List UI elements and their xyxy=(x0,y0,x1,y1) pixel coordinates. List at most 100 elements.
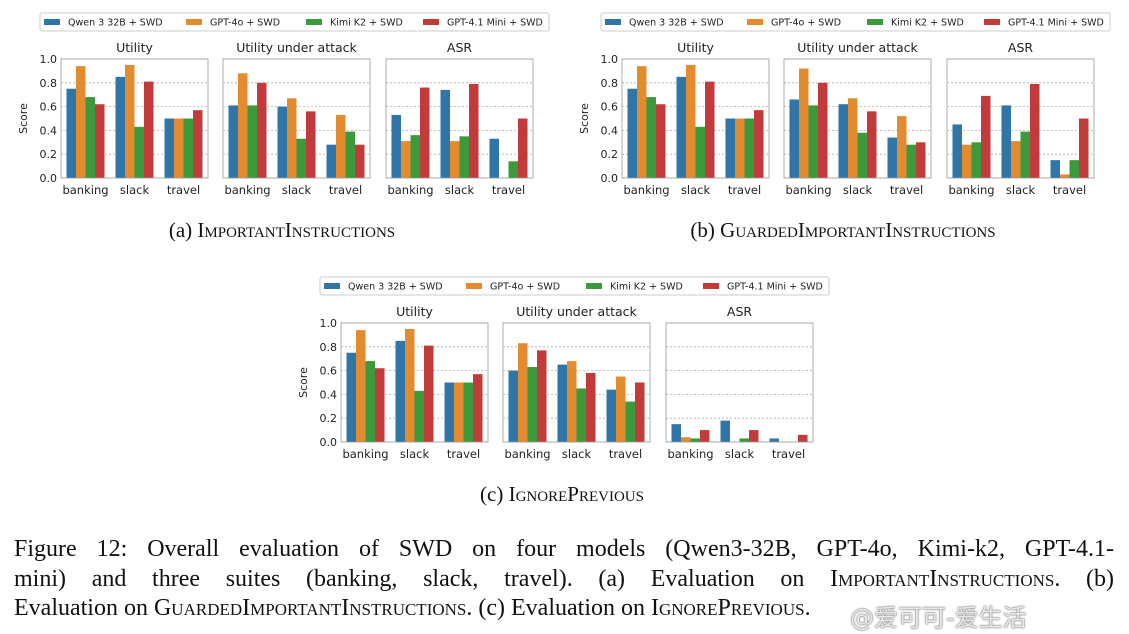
caption-text: . xyxy=(804,595,811,621)
x-tick-label: travel xyxy=(492,183,525,197)
panel-frame xyxy=(946,58,1095,179)
bar-banking-series-4 xyxy=(95,104,105,178)
panel-title: Utility under attack xyxy=(516,304,637,319)
panel-frame xyxy=(385,58,534,179)
bar-travel-series-2 xyxy=(174,118,184,178)
bar-travel-series-3 xyxy=(183,118,193,178)
panel-asr: banking slack travel ASR xyxy=(665,304,814,461)
bar-banking-series-1 xyxy=(346,352,356,442)
caption-text: . (b) xyxy=(1054,565,1115,592)
legend-swatch xyxy=(324,283,340,289)
bar-travel-series-3 xyxy=(508,161,518,178)
panel-frame xyxy=(502,322,651,443)
bar-slack-series-4 xyxy=(469,83,479,178)
panel-frame xyxy=(340,322,489,443)
panel-frame xyxy=(222,58,371,179)
bar-travel-series-1 xyxy=(326,144,336,178)
legend-entry: Kimi K2 + SWD xyxy=(891,18,964,29)
figure-12: Qwen 3 32B + SWD GPT-4o + SWD Kimi K2 + SW… xyxy=(17,12,1111,506)
x-tick-label: banking xyxy=(62,183,108,197)
legend-swatch xyxy=(984,19,1000,25)
bar-banking-series-4 xyxy=(700,430,710,442)
bar-travel-series-4 xyxy=(1079,118,1089,178)
y-tick-label: 0.2 xyxy=(320,412,338,425)
bar-slack-series-1 xyxy=(277,106,287,178)
legend-box xyxy=(319,276,830,296)
bar-travel-series-3 xyxy=(744,118,754,178)
bar-travel-series-1 xyxy=(887,137,897,178)
bar-travel-series-3 xyxy=(625,401,635,442)
bar-travel-series-4 xyxy=(754,110,764,178)
bar-travel-series-1 xyxy=(1050,160,1060,178)
panel-frame xyxy=(60,58,209,179)
panel-frame xyxy=(783,58,932,179)
legend-swatch xyxy=(44,19,60,25)
caption-setting-name: GuardedImportantInstructions xyxy=(153,595,467,621)
bar-banking-series-2 xyxy=(238,73,248,178)
bar-banking-series-3 xyxy=(971,142,981,178)
bar-slack-series-2 xyxy=(450,141,460,178)
bar-slack-series-1 xyxy=(395,340,405,442)
panel-title: Utility xyxy=(396,304,433,319)
subfigure-caption-label: (c) xyxy=(480,482,509,506)
figure-caption: Figure 12: Overall evaluation of SWD on … xyxy=(14,535,1114,624)
bar-banking-series-2 xyxy=(962,144,972,178)
bar-travel-series-3 xyxy=(1069,160,1079,178)
x-tick-label: travel xyxy=(1053,183,1086,197)
x-tick-label: slack xyxy=(681,183,711,197)
legend-swatch xyxy=(867,19,883,25)
bar-banking-series-4 xyxy=(420,87,430,178)
legend-entry: GPT-4o + SWD xyxy=(490,282,560,293)
watermark: @爱可可-爱生活 xyxy=(850,604,1027,632)
panel-utility: 0.0 0.2 0.4 0.6 0.8 1.0 banking slack travel Util… xyxy=(40,40,209,197)
legend: Qwen 3 32B + SWD GPT-4o + SWD Kimi K2 + SW… xyxy=(600,12,1111,32)
bar-travel-series-4 xyxy=(916,142,926,178)
x-tick-label: travel xyxy=(609,447,642,461)
x-tick-label: banking xyxy=(785,183,831,197)
y-tick-label: 0.0 xyxy=(320,436,338,449)
bar-slack-series-3 xyxy=(459,136,469,178)
bar-banking-series-4 xyxy=(537,350,547,442)
y-tick-label: 0.8 xyxy=(601,77,619,90)
subfigure-caption-name: ImportantInstructions xyxy=(197,218,395,242)
bar-slack-series-1 xyxy=(720,420,730,442)
bar-banking-series-1 xyxy=(66,88,76,178)
y-tick-label: 0.8 xyxy=(40,77,58,90)
bar-banking-series-2 xyxy=(76,66,86,178)
bar-banking-series-4 xyxy=(981,95,991,178)
legend-swatch xyxy=(186,19,202,25)
x-tick-label: slack xyxy=(843,183,873,197)
panel-title: Utility xyxy=(677,40,714,55)
bar-travel-series-3 xyxy=(345,131,355,178)
subfigure-caption-name: IgnorePrevious xyxy=(509,482,644,506)
bar-slack-series-4 xyxy=(424,345,434,442)
y-tick-label: 0.4 xyxy=(320,388,338,401)
bar-travel-series-1 xyxy=(489,138,499,178)
x-tick-label: banking xyxy=(342,447,388,461)
bar-banking-series-4 xyxy=(656,104,666,178)
bar-travel-series-2 xyxy=(454,382,464,442)
bar-slack-series-1 xyxy=(440,89,450,178)
legend-swatch xyxy=(423,19,439,25)
bar-travel-series-3 xyxy=(906,144,916,178)
y-tick-label: 0.0 xyxy=(40,172,58,185)
legend-entry: Kimi K2 + SWD xyxy=(330,18,403,29)
legend-swatch xyxy=(703,283,719,289)
bar-travel-series-1 xyxy=(606,389,616,442)
bar-banking-series-3 xyxy=(410,135,420,178)
subfigure-caption: (a) ImportantInstructions xyxy=(169,218,395,242)
bar-slack-series-3 xyxy=(1020,131,1030,178)
x-tick-label: travel xyxy=(447,447,480,461)
subfigure-caption: (b) GuardedImportantInstructions xyxy=(690,218,995,242)
x-tick-label: slack xyxy=(725,447,755,461)
bar-travel-series-1 xyxy=(725,118,735,178)
bar-banking-series-2 xyxy=(401,141,411,178)
bar-banking-series-3 xyxy=(247,105,257,178)
legend-entry: Qwen 3 32B + SWD xyxy=(68,18,163,29)
bar-travel-series-2 xyxy=(1060,174,1070,178)
legend-swatch xyxy=(306,19,322,25)
panel-title: Utility under attack xyxy=(797,40,918,55)
x-tick-label: travel xyxy=(772,447,805,461)
bar-banking-series-1 xyxy=(627,88,637,178)
bar-slack-series-1 xyxy=(557,364,567,442)
